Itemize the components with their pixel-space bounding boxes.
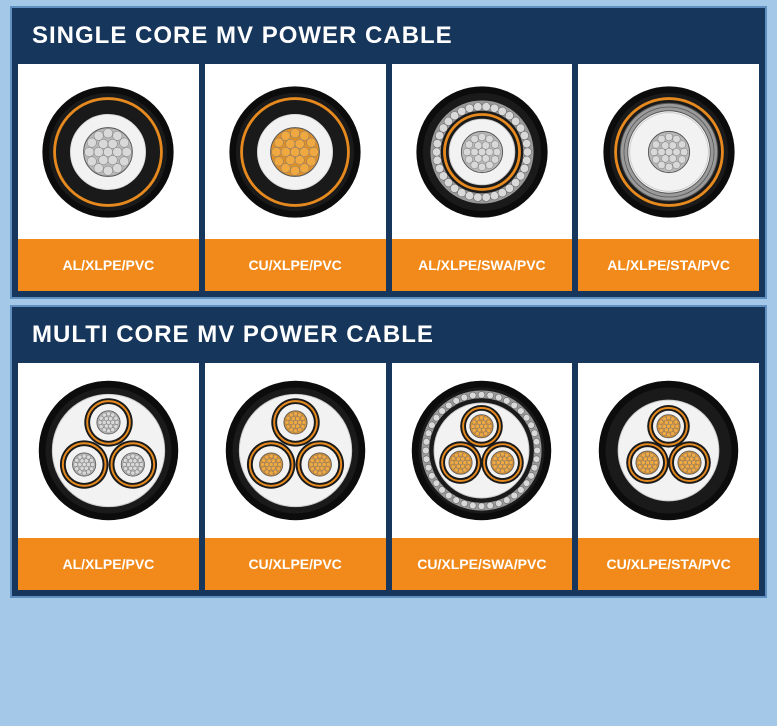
cable-diagram (578, 363, 759, 538)
cable-label: AL/XLPE/STA/PVC (578, 239, 759, 291)
cable-diagram (392, 64, 573, 239)
cable-diagram (205, 64, 386, 239)
multi-core-panel: MULTI CORE MV POWER CABLE AL/XLPE/PVC CU… (10, 305, 767, 598)
cable-label: CU/XLPE/SWA/PVC (392, 538, 573, 590)
single-core-panel: SINGLE CORE MV POWER CABLE AL/XLPE/PVC C… (10, 6, 767, 299)
multi-core-grid: AL/XLPE/PVC CU/XLPE/PVC CU/XLPE/SWA/PVC … (12, 363, 765, 596)
cable-label: CU/XLPE/PVC (205, 538, 386, 590)
cable-diagram (578, 64, 759, 239)
cable-cell: CU/XLPE/PVC (205, 363, 386, 590)
cable-cell: CU/XLPE/PVC (205, 64, 386, 291)
cable-cell: AL/XLPE/SWA/PVC (392, 64, 573, 291)
single-core-title: SINGLE CORE MV POWER CABLE (12, 8, 765, 64)
cable-label: CU/XLPE/STA/PVC (578, 538, 759, 590)
cable-label: CU/XLPE/PVC (205, 239, 386, 291)
cable-cell: AL/XLPE/PVC (18, 363, 199, 590)
cable-diagram (18, 363, 199, 538)
cable-cell: AL/XLPE/STA/PVC (578, 64, 759, 291)
cable-cell: CU/XLPE/STA/PVC (578, 363, 759, 590)
cable-label: AL/XLPE/PVC (18, 239, 199, 291)
cable-diagram (205, 363, 386, 538)
cable-diagram (18, 64, 199, 239)
cable-cell: AL/XLPE/PVC (18, 64, 199, 291)
single-core-grid: AL/XLPE/PVC CU/XLPE/PVC AL/XLPE/SWA/PVC … (12, 64, 765, 297)
cable-diagram (392, 363, 573, 538)
multi-core-title: MULTI CORE MV POWER CABLE (12, 307, 765, 363)
cable-label: AL/XLPE/PVC (18, 538, 199, 590)
cable-label: AL/XLPE/SWA/PVC (392, 239, 573, 291)
cable-cell: CU/XLPE/SWA/PVC (392, 363, 573, 590)
